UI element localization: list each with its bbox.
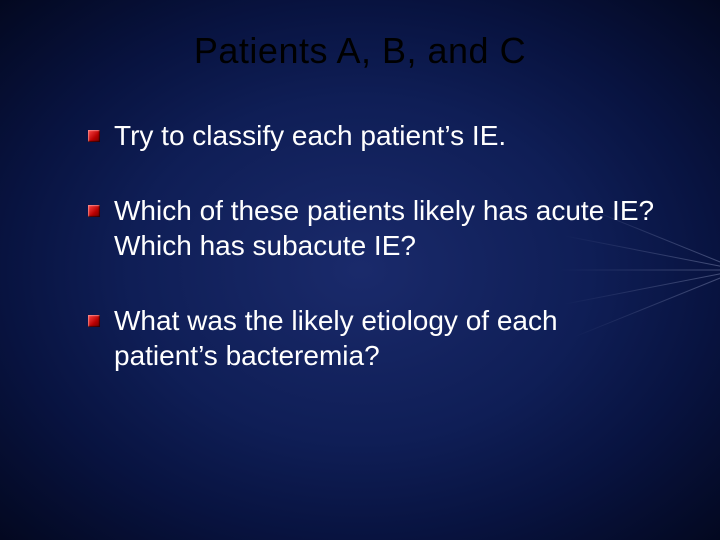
bullet-text: Which of these patients likely has acute… — [114, 193, 660, 263]
list-item: Try to classify each patient’s IE. — [88, 118, 660, 153]
bullet-text: Try to classify each patient’s IE. — [114, 118, 506, 153]
list-item: Which of these patients likely has acute… — [88, 193, 660, 263]
list-item: What was the likely etiology of each pat… — [88, 303, 660, 373]
bullet-icon — [88, 315, 100, 327]
bullet-text: What was the likely etiology of each pat… — [114, 303, 660, 373]
bullet-icon — [88, 205, 100, 217]
bullet-list: Try to classify each patient’s IE. Which… — [40, 118, 680, 373]
slide-title: Patients A, B, and C — [40, 30, 680, 72]
slide-container: Patients A, B, and C Try to classify eac… — [0, 0, 720, 540]
bullet-icon — [88, 130, 100, 142]
